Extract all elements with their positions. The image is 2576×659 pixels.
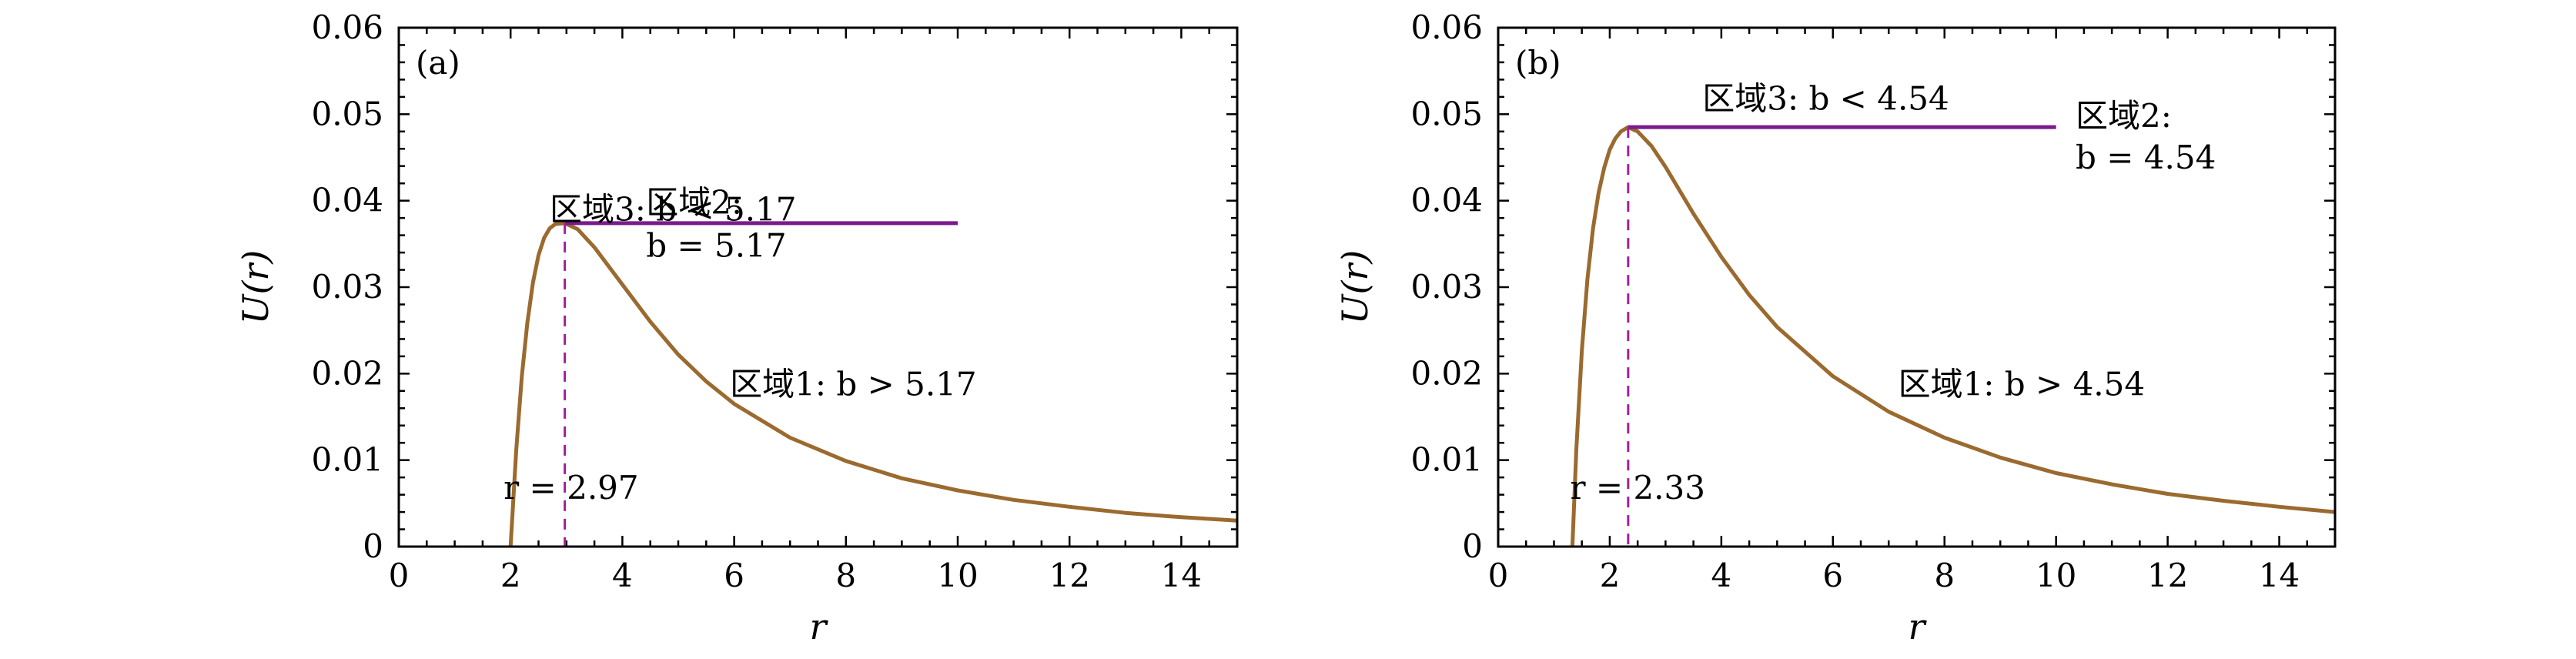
panel-a-peak-annotation: r = 2.97 (503, 469, 639, 507)
panel-b-region2-annotation-line2: b = 4.54 (2076, 139, 2216, 176)
panel-b-x-tick-label: 8 (1934, 557, 1955, 594)
panel-a: 0 2 4 6 8 10 12 14 0 0.01 0.02 0.03 0.04 0.05 0.06 (a)… (235, 8, 1239, 647)
panel-b-potential-curve (1570, 125, 2336, 547)
panel-a-label: (a) (416, 44, 460, 82)
panel-a-y-tick-label: 0.05 (311, 95, 383, 132)
panel-b-peak-annotation: r = 2.33 (1570, 469, 1705, 507)
panel-a-xlabel: r (810, 606, 829, 647)
panel-b-y-tick-label: 0.01 (1410, 441, 1483, 479)
panel-a-y-tick-label: 0.06 (311, 8, 383, 46)
panel-a-x-tick-label: 2 (500, 557, 521, 594)
panel-b: 0 2 4 6 8 10 12 14 0 0.01 0.02 0.03 0.04 0.05 0.06 (b)… (1334, 8, 2337, 647)
panel-b-y-tick-label: 0.05 (1410, 95, 1483, 132)
panel-a-region1-annotation: 区域1: b > 5.17 (730, 365, 977, 403)
panel-b-y-tick-label: 0.06 (1410, 8, 1483, 46)
panel-a-region3-annotation: 区域3: b < 5.17 (550, 191, 797, 229)
panel-b-plot-frame (1497, 26, 2337, 548)
panel-b-region3-annotation: 区域3: b < 4.54 (1702, 80, 1949, 118)
panel-b-x-tick-label: 12 (2147, 557, 2188, 594)
panel-b-y-tick-label: 0.02 (1410, 354, 1483, 392)
panel-a-x-tick-label: 14 (1161, 557, 1202, 594)
panel-a-plot-frame (397, 26, 1239, 548)
panel-b-ticks: 0 2 4 6 8 10 12 14 0 0.01 0.02 0.03 0.04 0.05 0.06 (1410, 8, 2337, 594)
panel-b-xlabel: r (1909, 606, 1928, 647)
panel-b-region2-annotation-line1: 区域2: (2076, 97, 2172, 135)
panel-a-x-tick-label: 10 (937, 557, 978, 594)
panel-b-label: (b) (1515, 44, 1561, 82)
panel-a-potential-curve (508, 221, 1238, 547)
panel-b-x-tick-label: 14 (2259, 557, 2300, 594)
panel-b-x-tick-label: 0 (1488, 557, 1509, 594)
panel-a-ticks: 0 2 4 6 8 10 12 14 0 0.01 0.02 0.03 0.04 0.05 0.06 (311, 8, 1239, 594)
panel-b-x-tick-label: 6 (1822, 557, 1843, 594)
panel-b-x-tick-label: 4 (1711, 557, 1731, 594)
panel-a-y-tick-label: 0.02 (311, 354, 383, 392)
panel-a-x-tick-label: 6 (724, 557, 744, 594)
panel-b-ylabel: U(r) (1334, 250, 1376, 325)
panel-a-region2-annotation-line2: b = 5.17 (646, 227, 786, 265)
panel-b-y-tick-label: 0 (1462, 527, 1483, 565)
panel-b-x-tick-label: 10 (2036, 557, 2076, 594)
panel-a-x-tick-label: 12 (1049, 557, 1089, 594)
panel-a-region2-annotation-line1: 区域2: (646, 184, 742, 222)
panel-a-ylabel: U(r) (235, 250, 276, 325)
panel-b-y-tick-label: 0.04 (1410, 182, 1483, 219)
panel-b-x-tick-label: 2 (1600, 557, 1621, 594)
panel-a-x-tick-label: 8 (835, 557, 856, 594)
panel-a-y-tick-label: 0.01 (311, 441, 383, 479)
panel-a-x-tick-label: 0 (389, 557, 410, 594)
panel-b-region1-annotation: 区域1: b > 4.54 (1899, 365, 2146, 403)
panel-a-y-tick-label: 0.03 (311, 268, 383, 306)
panel-a-x-tick-label: 4 (612, 557, 633, 594)
panel-b-y-tick-label: 0.03 (1410, 268, 1483, 306)
panel-a-y-tick-label: 0.04 (311, 182, 383, 219)
panel-a-y-tick-label: 0 (363, 527, 383, 565)
